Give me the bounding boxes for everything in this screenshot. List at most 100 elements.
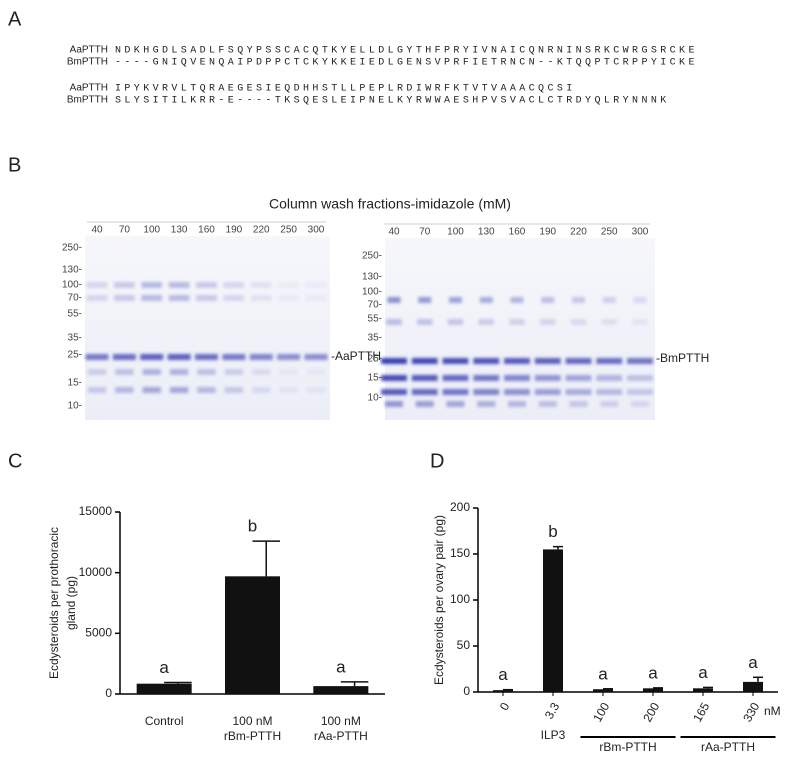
- y-tick-label: 0: [463, 684, 470, 698]
- marker-label: 35-: [68, 333, 82, 344]
- lane-label: 100: [143, 225, 160, 236]
- gel-band: [114, 295, 135, 301]
- gel-band: [418, 297, 432, 303]
- gel-band: [249, 354, 273, 360]
- sequence: IPYKVRVLTQRAEGESIEQDHHSTLLPEPLRDIWRFKTVT…: [115, 84, 576, 95]
- gel-band: [447, 319, 464, 325]
- gel-band: [507, 401, 527, 407]
- bar: [225, 576, 280, 694]
- group-label: rAa-PTTH: [701, 740, 755, 754]
- gel-band: [633, 297, 647, 303]
- bar: [493, 690, 513, 692]
- gel-band: [510, 297, 524, 303]
- gel-band: [540, 319, 556, 325]
- gel-band: [197, 369, 216, 375]
- significance-letter: a: [648, 663, 658, 682]
- marker-label: 15-: [368, 373, 382, 384]
- bar: [313, 686, 369, 694]
- gel-band: [473, 358, 500, 364]
- gel-band: [411, 389, 438, 395]
- y-tick-label: 0: [105, 686, 112, 700]
- bar: [693, 688, 713, 692]
- x-tick-label: 100 nM: [321, 714, 361, 728]
- significance-letter: a: [698, 663, 708, 682]
- lane-label: 100: [447, 227, 464, 238]
- x-tick-label: 0: [497, 700, 513, 713]
- marker-label: 250-: [62, 243, 82, 254]
- gel-band: [381, 358, 407, 364]
- x-tick-label: 200: [640, 700, 662, 725]
- gel-band: [112, 354, 136, 360]
- gel-band: [627, 358, 653, 364]
- gel-band: [384, 401, 404, 407]
- gel-band: [415, 401, 434, 407]
- gel-band: [449, 297, 462, 303]
- gel-band: [570, 319, 587, 325]
- gel-band: [442, 389, 469, 395]
- gel-band: [140, 354, 164, 360]
- gel-band: [504, 358, 530, 364]
- y-tick-label: 10000: [79, 565, 113, 579]
- lane-label: 190: [226, 225, 243, 236]
- gel-band: [279, 369, 298, 375]
- bar: [136, 683, 192, 694]
- marker-label: 10-: [368, 393, 382, 404]
- significance-letter: a: [598, 664, 608, 683]
- lane-label: 130: [171, 225, 188, 236]
- x-tick-label: 100: [590, 700, 612, 725]
- marker-label: 100-: [62, 280, 82, 291]
- bar: [543, 549, 563, 692]
- x-tick-label: 165: [690, 700, 712, 725]
- marker-label: 10-: [68, 401, 82, 412]
- sequence: SLYSITILKRR-E----TKSQESLEIPNELKYRWWAESHP…: [115, 96, 670, 107]
- marker-label: 70-: [368, 300, 382, 311]
- gel-band: [534, 358, 561, 364]
- y-tick-label: 200: [450, 500, 470, 514]
- gel-band: [602, 297, 616, 303]
- marker-label: 130-: [362, 272, 382, 283]
- marker-label: 15-: [68, 378, 82, 389]
- gel-band: [411, 358, 438, 364]
- gel-band: [87, 387, 107, 393]
- gel-band: [381, 375, 407, 381]
- lane-label: 40: [388, 227, 400, 238]
- gel-band: [87, 369, 107, 375]
- y-tick-label: 5000: [85, 626, 112, 640]
- gel-band: [627, 389, 653, 395]
- lane-label: 190: [539, 227, 556, 238]
- gel-band: [627, 375, 653, 381]
- group-label: ILP3: [541, 728, 566, 742]
- gel-band: [278, 295, 299, 301]
- lane-label: 70: [419, 227, 431, 238]
- x-tick-label: rAa-PTTH: [314, 729, 368, 743]
- gel-title: Column wash fractions-imidazole (mM): [269, 196, 511, 212]
- group-label: rBm-PTTH: [599, 740, 656, 754]
- lane-label: 300: [308, 225, 325, 236]
- gel-band: [442, 358, 469, 364]
- gel-band: [442, 375, 469, 381]
- y-tick-label: 150: [450, 546, 470, 560]
- gel-band: [168, 282, 190, 288]
- gel-band: [115, 369, 134, 375]
- marker-label: 130-: [62, 265, 82, 276]
- lane-label: 250: [601, 227, 618, 238]
- gel-band: [565, 358, 592, 364]
- gel-band: [538, 401, 557, 407]
- gel-band: [277, 354, 301, 360]
- marker-label: 25-: [368, 354, 382, 365]
- gel-band: [278, 282, 299, 288]
- gel-band: [168, 295, 190, 301]
- marker-label: 55-: [68, 309, 82, 320]
- gel-band: [86, 295, 108, 301]
- gel-band: [195, 354, 218, 360]
- gel-band: [305, 295, 327, 301]
- gel-band: [478, 319, 494, 325]
- gel-band: [114, 282, 135, 288]
- gel-band: [601, 319, 617, 325]
- marker-label: 35-: [368, 333, 382, 344]
- x-tick-label: 330: [740, 700, 762, 725]
- gel-band: [306, 387, 326, 393]
- significance-letter: a: [498, 665, 508, 684]
- gel-band: [477, 401, 496, 407]
- gel-band: [411, 375, 438, 381]
